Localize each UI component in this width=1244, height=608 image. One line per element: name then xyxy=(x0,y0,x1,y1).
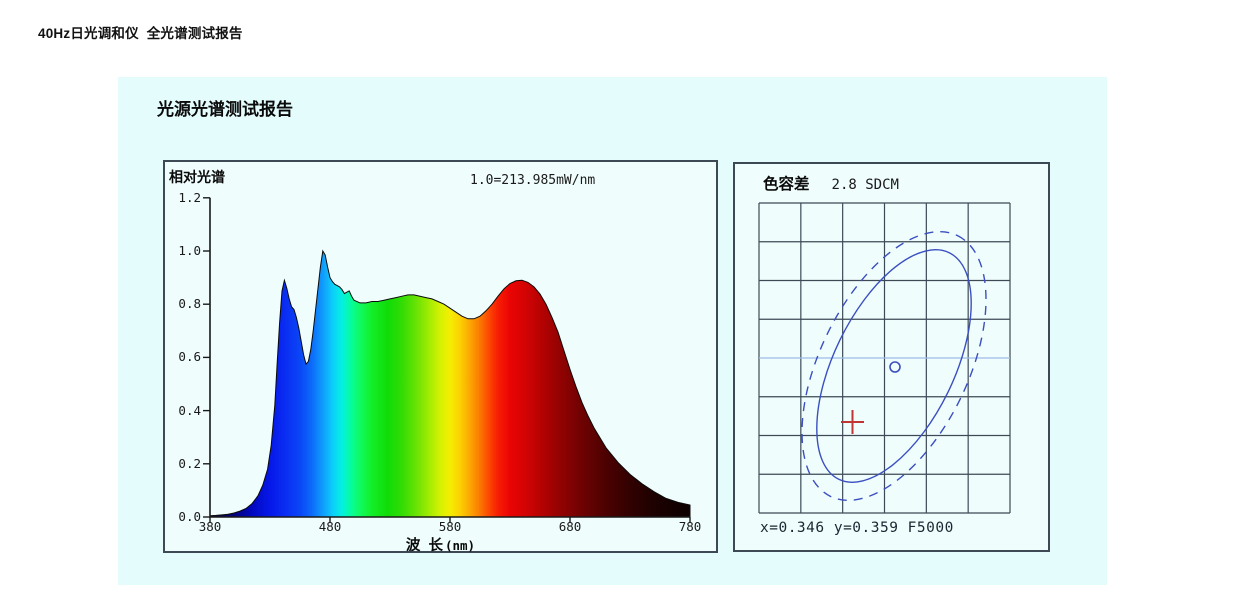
y-tick-label: 0.6 xyxy=(178,349,201,365)
y-tick-label: 1.2 xyxy=(178,189,201,205)
y-tick-label: 0.2 xyxy=(178,455,201,471)
y-tick-label: 0.8 xyxy=(178,296,201,312)
page-title: 40Hz日光调和仪 全光谱测试报告 xyxy=(38,26,243,41)
spectrum-plot-svg xyxy=(203,197,691,523)
x-tick-label: 780 xyxy=(678,519,702,534)
spectrum-chart-title: 相对光谱 xyxy=(169,169,225,185)
report-panel: 光源光谱测试报告 相对光谱 1.0=213.985mW/nm 1.2 1.0 0.8… xyxy=(118,77,1107,585)
x-tick-label: 580 xyxy=(438,519,462,534)
wavelength-axis-label: 波 长(nm) xyxy=(165,534,716,555)
tolerance-value: 2.8 SDCM xyxy=(831,177,899,193)
panel-title: 光源光谱测试报告 xyxy=(157,100,293,119)
x-tick-label: 480 xyxy=(318,519,342,534)
wavelength-axis-label-cn: 波 长 xyxy=(405,538,445,554)
tolerance-plot-svg xyxy=(758,202,1011,514)
tolerance-result: x=0.346 y=0.359 F5000 xyxy=(760,520,954,536)
wavelength-axis-label-unit: (nm) xyxy=(444,538,476,553)
x-tick-label: 380 xyxy=(198,519,222,534)
tolerance-chart-title: 色容差 2.8 SDCM xyxy=(763,172,899,194)
spectrum-chart-box: 相对光谱 1.0=213.985mW/nm 1.2 1.0 0.8 0.6 0.4 0.2… xyxy=(163,160,718,555)
y-tick-label: 1.0 xyxy=(178,243,201,258)
x-tick-label: 680 xyxy=(558,519,582,534)
tolerance-chart-box: 色容差 2.8 SDCM x=0.346 y=0.359 F5000 xyxy=(733,162,1050,552)
spectrum-scale-note: 1.0=213.985mW/nm xyxy=(470,173,596,188)
y-tick-label: 0.0 xyxy=(178,509,201,524)
y-tick-label: 0.4 xyxy=(178,402,201,418)
tolerance-title-label: 色容差 xyxy=(763,176,810,193)
